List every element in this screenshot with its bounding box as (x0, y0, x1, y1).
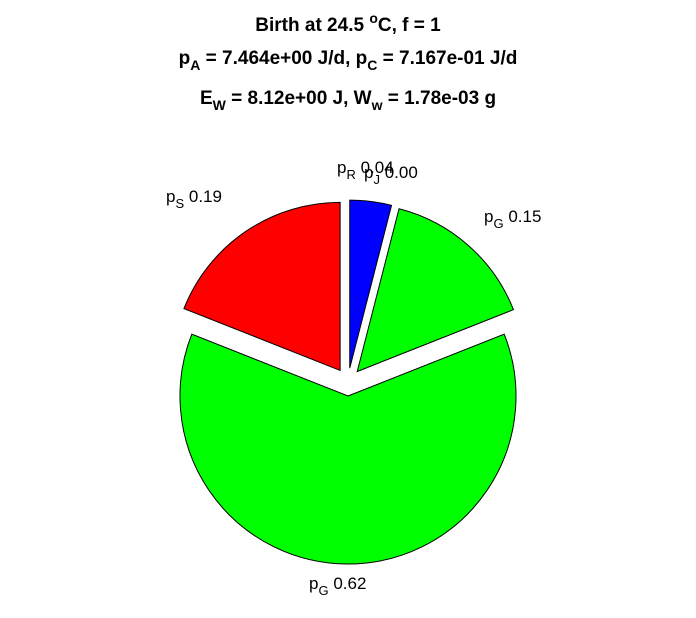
slice-label-1: pJ 0.00 (364, 163, 418, 187)
slice-label-2: pG 0.15 (484, 207, 541, 231)
title-line-2: pA = 7.464e+00 J/d, pC = 7.167e-01 J/d (179, 48, 518, 73)
slice-label-0: pR 0.04 (337, 158, 394, 182)
pie-slice-g-2 (356, 208, 515, 373)
pie-slice-g-3 (179, 333, 517, 565)
title-line-3: EW = 8.12e+00 J, Ww = 1.78e-03 g (200, 88, 496, 113)
title-line-1: Birth at 24.5 oC, f = 1 (255, 10, 441, 36)
pie-slice-s-4 (183, 201, 341, 372)
chart-title: Birth at 24.5 oC, f = 1 pA = 7.464e+00 J/… (179, 10, 518, 113)
slice-label-3: pG 0.62 (309, 574, 366, 598)
slice-label-4: pS 0.19 (166, 187, 222, 211)
pie-slices (179, 199, 517, 565)
pie-slice-r-0 (349, 199, 393, 369)
